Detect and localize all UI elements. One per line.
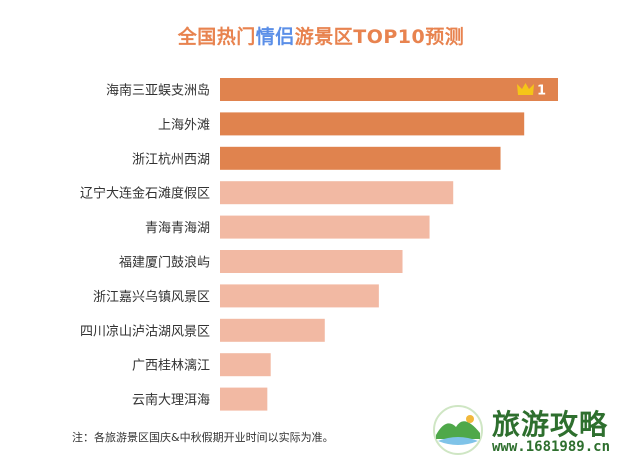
- watermark: 旅游攻略 www.1681989.cn: [422, 401, 632, 459]
- category-label: 青海青海湖: [145, 221, 210, 236]
- category-label: 辽宁大连金石滩度假区: [80, 186, 210, 202]
- title-part-1: 全国热门: [177, 26, 256, 48]
- footnote: 注：各旅游景区国庆&中秋假期开业时间以实际为准。: [72, 431, 334, 444]
- category-label: 广西桂林漓江: [132, 358, 210, 374]
- watermark-url: www.1681989.cn: [492, 439, 611, 455]
- bar: [220, 78, 558, 101]
- bar: [220, 353, 271, 377]
- chart-title: 全国热门情侣游景区TOP10预测: [0, 22, 642, 49]
- category-label: 上海外滩: [158, 118, 210, 133]
- category-label: 浙江嘉兴乌镇风景区: [93, 289, 210, 305]
- category-label: 浙江杭州西湖: [132, 152, 210, 167]
- bar: [220, 215, 430, 239]
- watermark-logo-icon: [433, 405, 483, 455]
- bar: [220, 284, 379, 308]
- rank-badge: 1: [537, 84, 546, 99]
- bar: [220, 318, 325, 342]
- watermark-title: 旅游攻略: [492, 408, 609, 441]
- bar: [220, 387, 268, 411]
- crown-icon: [517, 83, 534, 95]
- category-label: 云南大理洱海: [132, 392, 210, 408]
- bar: [220, 146, 501, 170]
- bar: [220, 112, 525, 136]
- title-part-3: 游景区TOP10预测: [294, 26, 465, 48]
- bar: [220, 250, 403, 273]
- category-label: 四川凉山泸沽湖风景区: [80, 324, 210, 339]
- category-label: 福建厦门鼓浪屿: [119, 256, 210, 271]
- bar: [220, 181, 454, 205]
- title-part-2: 情侣: [255, 26, 295, 48]
- category-label: 海南三亚蜈支洲岛: [106, 83, 210, 99]
